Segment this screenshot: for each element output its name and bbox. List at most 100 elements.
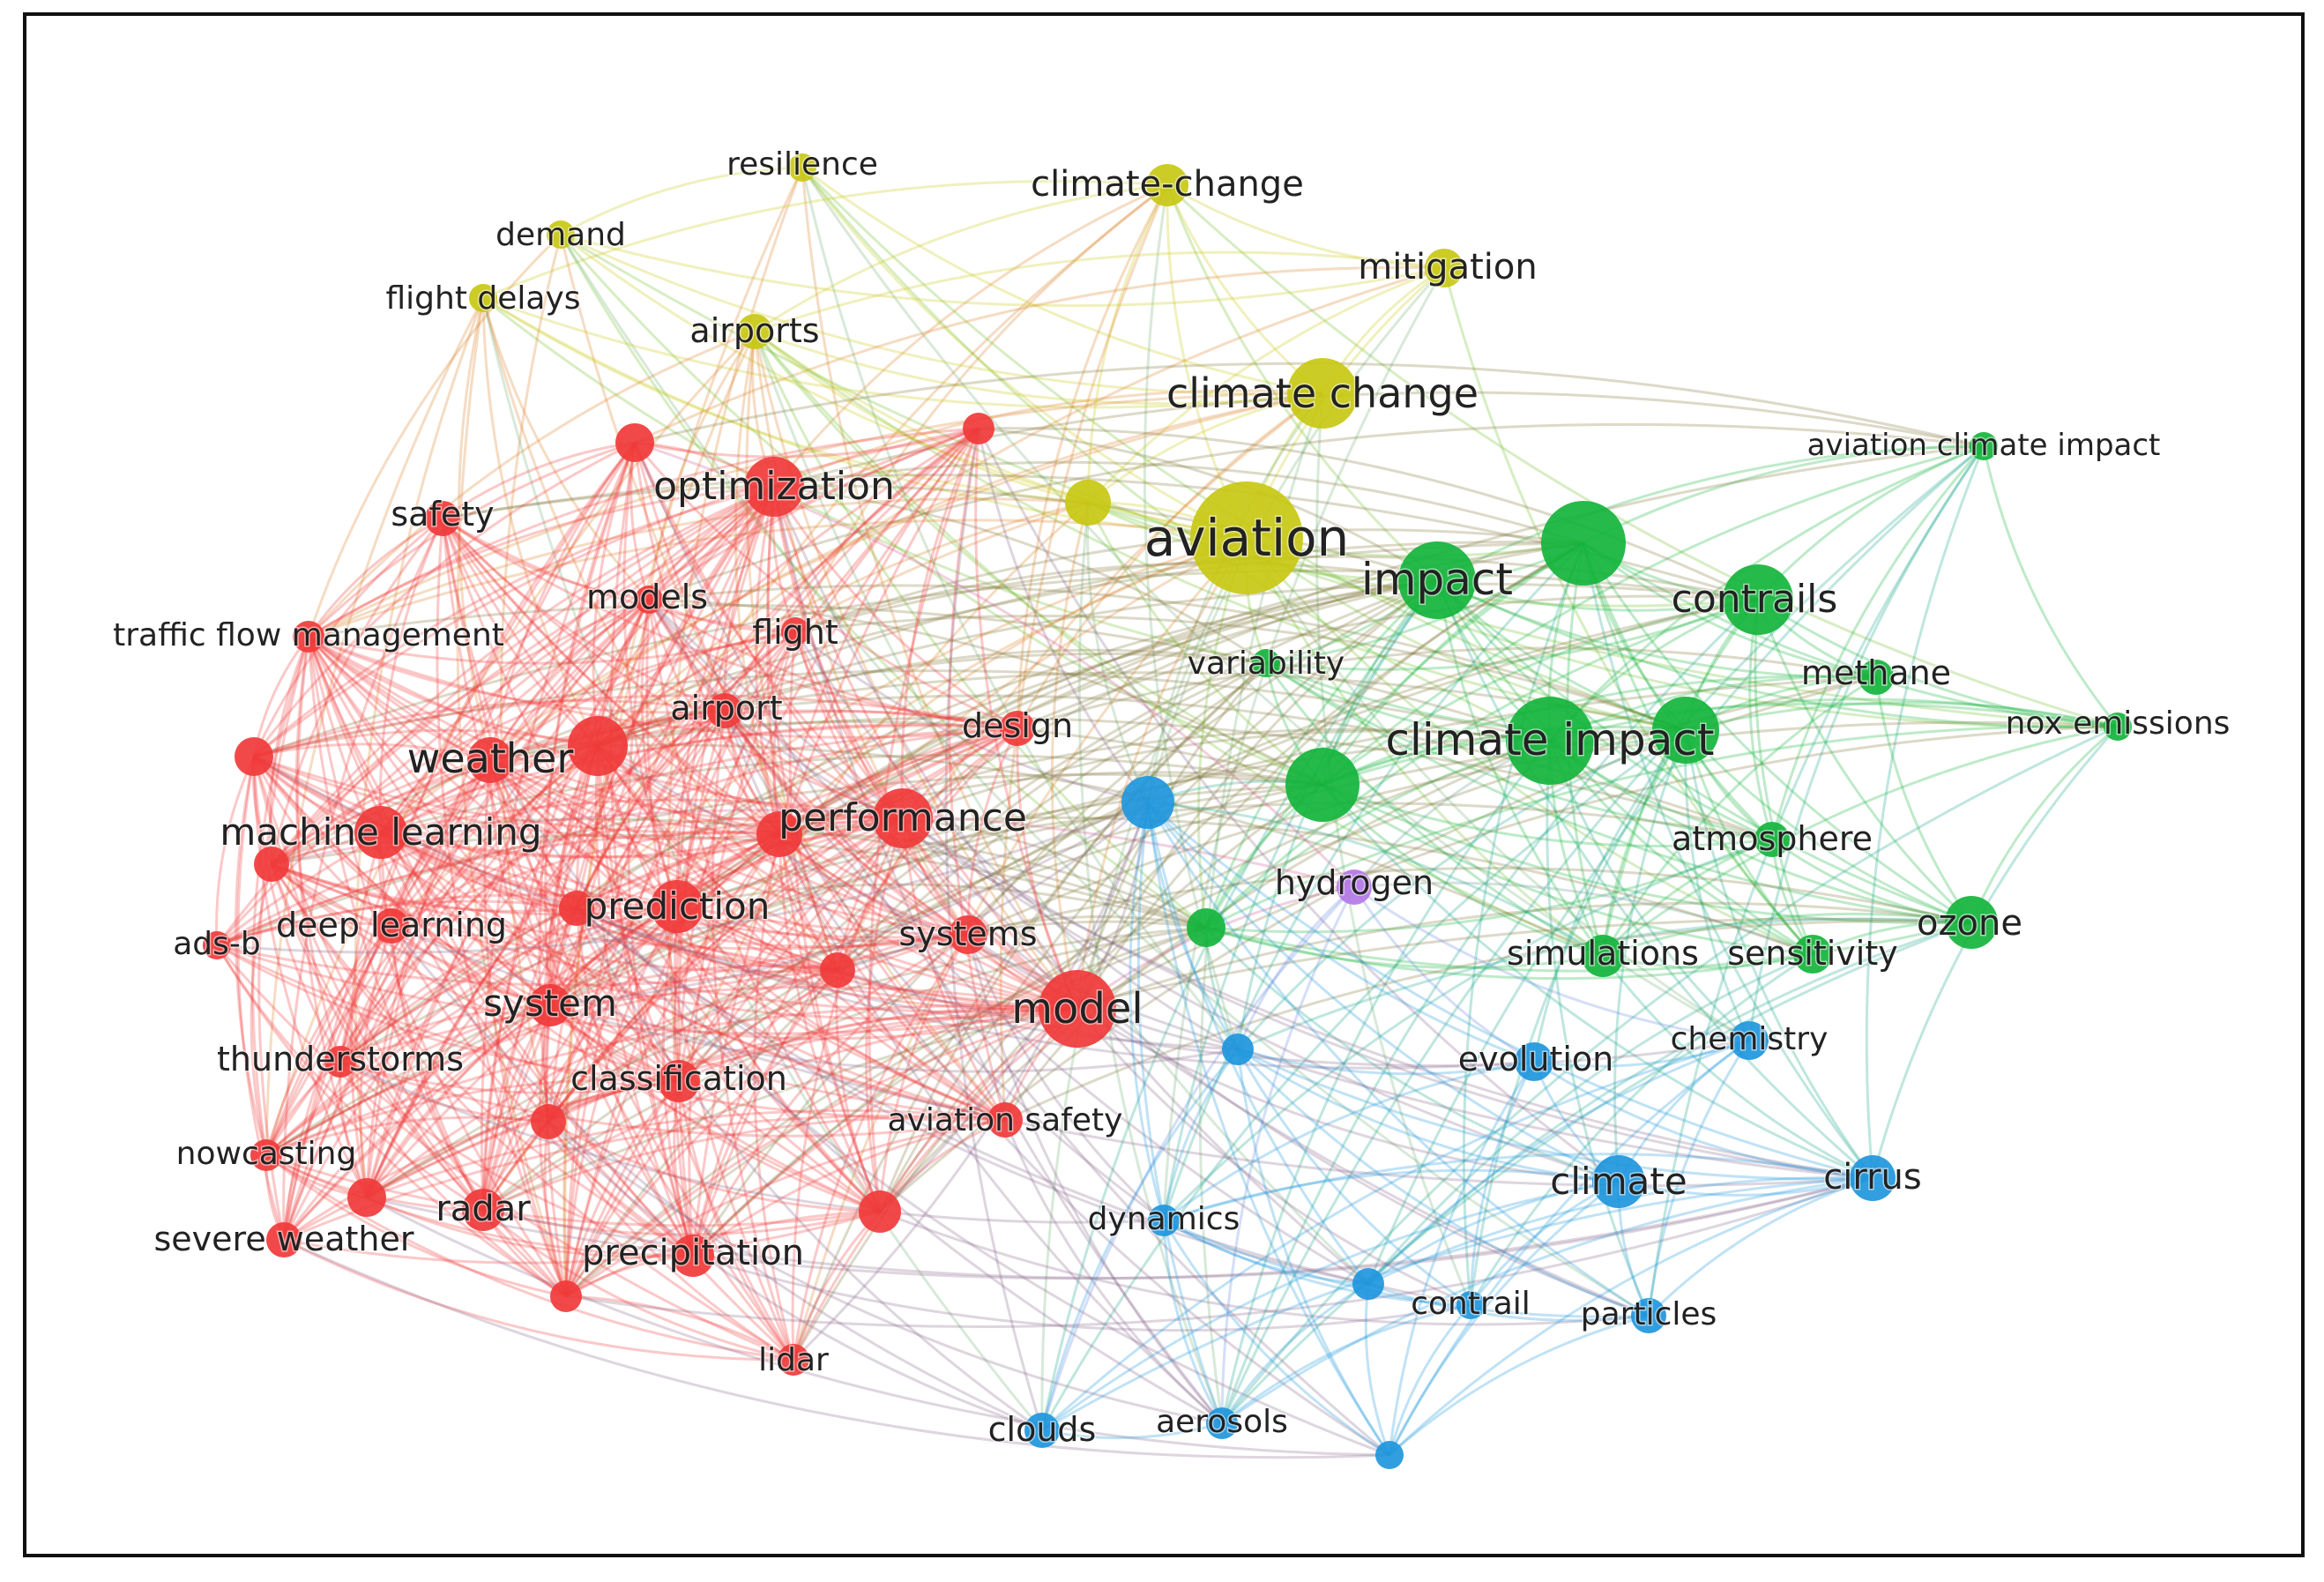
link-traffic-flow-management-classification	[307, 636, 680, 1083]
node-severe-weather[interactable]	[266, 1222, 302, 1257]
node-mitigation[interactable]	[1425, 249, 1464, 287]
link-aviation-climate-impact-b-unlabeled-3	[1367, 444, 1985, 1285]
node-contrail[interactable]	[1456, 1291, 1485, 1319]
link-r-unlabeled-6-systems	[271, 862, 969, 951]
link-g-unlabeled-3-models	[648, 598, 1323, 787]
node-model[interactable]	[1039, 970, 1116, 1048]
node-b-unlabeled-2[interactable]	[1222, 1034, 1254, 1065]
node-flight[interactable]	[781, 617, 809, 645]
node-contrails[interactable]	[1723, 564, 1793, 635]
node-particles[interactable]	[1631, 1298, 1666, 1333]
link-r-unlabeled-4-r-unlabeled-10	[252, 756, 369, 1198]
node-r-unlabeled-2[interactable]	[963, 413, 994, 444]
node-climate-change[interactable]	[1146, 164, 1188, 206]
node-b-unlabeled-3[interactable]	[1352, 1268, 1384, 1300]
node-airport[interactable]	[707, 693, 742, 728]
node-r-unlabeled-7[interactable]	[559, 891, 594, 926]
node-nox-emissions[interactable]	[2104, 713, 2132, 741]
node-cirrus[interactable]	[1850, 1155, 1896, 1201]
node-demand[interactable]	[547, 220, 575, 249]
node-g-unlabeled-1[interactable]	[1541, 501, 1626, 586]
node-evolution[interactable]	[1515, 1042, 1553, 1081]
link-performance-particles	[901, 817, 1650, 1317]
node-g-unlabeled-2[interactable]	[1652, 697, 1719, 764]
node-atmosphere[interactable]	[1754, 822, 1790, 857]
link-traffic-flow-management-r-unlabeled-5	[308, 635, 780, 836]
node-y-unlabeled[interactable]	[1065, 480, 1111, 526]
node-r-unlabeled-5[interactable]	[756, 811, 802, 857]
node-machine-learning[interactable]	[354, 806, 407, 859]
node-climate[interactable]	[1592, 1155, 1645, 1208]
node-aviation[interactable]	[1190, 481, 1303, 594]
node-lidar[interactable]	[778, 1344, 809, 1376]
node-simulations[interactable]	[1582, 935, 1624, 977]
node-climate-impact[interactable]	[1506, 697, 1594, 785]
node-variability[interactable]	[1252, 649, 1280, 677]
node-r-unlabeled-1[interactable]	[615, 423, 654, 462]
node-nowcasting[interactable]	[250, 1139, 282, 1171]
link-aviation-safety-aerosols	[1003, 1119, 1223, 1425]
node-r-unlabeled-8[interactable]	[820, 952, 855, 988]
link-flight-r-unlabeled-7	[575, 630, 796, 909]
node-r-unlabeled-4[interactable]	[235, 737, 273, 776]
link-optimization-machine-learning	[379, 485, 775, 833]
node-g-unlabeled-3[interactable]	[1285, 748, 1359, 822]
link-contrail-b-unlabeled-4	[1388, 1303, 1472, 1456]
node-optimization[interactable]	[744, 457, 804, 517]
link-safety-precipitation	[441, 518, 695, 1257]
link-hydrogen-aerosols	[1220, 886, 1356, 1424]
node-system[interactable]	[529, 984, 571, 1026]
node-chemistry[interactable]	[1730, 1021, 1769, 1060]
link-thunderstorms-precipitation	[339, 1060, 694, 1257]
node-r-unlabeled-11[interactable]	[859, 1190, 901, 1233]
node-systems[interactable]	[949, 915, 987, 954]
link-system-b-unlabeled-1	[549, 801, 1149, 1007]
node-weather[interactable]	[467, 737, 513, 783]
node-deep-learning[interactable]	[374, 908, 409, 944]
node-r-unlabeled-12[interactable]	[550, 1280, 582, 1312]
link-flight-delays-models	[481, 297, 651, 601]
link-b-unlabeled-2-b-unlabeled-4	[1236, 1048, 1391, 1456]
node-methane[interactable]	[1858, 660, 1894, 695]
node-radar[interactable]	[462, 1189, 504, 1231]
node-b-unlabeled-4[interactable]	[1375, 1441, 1404, 1469]
node-hydrogen[interactable]	[1337, 869, 1372, 905]
link-r-unlabeled-5-r-unlabeled-12	[564, 833, 781, 1297]
link-models-model	[647, 599, 1078, 1011]
node-clouds[interactable]	[1024, 1413, 1060, 1448]
node-resilience[interactable]	[788, 153, 816, 182]
node-prediction[interactable]	[651, 880, 704, 933]
link-climate-change-flight-delays	[482, 179, 1168, 300]
node-g-unlabeled-4[interactable]	[1187, 908, 1225, 947]
node-aviation-climate-impact[interactable]	[1970, 432, 1998, 460]
link-models-systems	[647, 599, 969, 937]
node-aviation-safety[interactable]	[987, 1102, 1023, 1138]
node-aerosols[interactable]	[1206, 1407, 1238, 1439]
link-aviation-r-unlabeled-7	[575, 536, 1248, 910]
node-airports[interactable]	[737, 314, 772, 349]
node-models[interactable]	[635, 586, 663, 614]
node-classification[interactable]	[658, 1060, 700, 1102]
node-safety[interactable]	[425, 501, 460, 536]
node-r-unlabeled-3[interactable]	[568, 716, 628, 776]
node-r-unlabeled-6[interactable]	[254, 847, 289, 882]
node-design[interactable]	[1000, 711, 1035, 746]
label-precipitation: precipitation	[582, 1233, 804, 1273]
link-deep-learning-radar	[390, 925, 485, 1211]
node-dynamics[interactable]	[1148, 1205, 1180, 1236]
node-precipitation[interactable]	[672, 1235, 714, 1277]
node-ads-b[interactable]	[203, 931, 231, 959]
node-sensitivity[interactable]	[1793, 935, 1832, 974]
node-impact[interactable]	[1398, 541, 1476, 619]
node-thunderstorms[interactable]	[324, 1046, 356, 1078]
node-traffic-flow-management[interactable]	[293, 621, 324, 653]
node-r-unlabeled-10[interactable]	[347, 1178, 386, 1217]
node-r-unlabeled-9[interactable]	[531, 1104, 566, 1139]
link-r-unlabeled-7-radar	[481, 907, 578, 1211]
link-climate-clouds	[1041, 1180, 1620, 1432]
node-climate-change-2[interactable]	[1287, 358, 1358, 429]
node-b-unlabeled-1[interactable]	[1121, 776, 1174, 829]
node-ozone[interactable]	[1945, 896, 1998, 949]
node-performance[interactable]	[873, 788, 933, 848]
node-flight-delays[interactable]	[469, 284, 497, 312]
